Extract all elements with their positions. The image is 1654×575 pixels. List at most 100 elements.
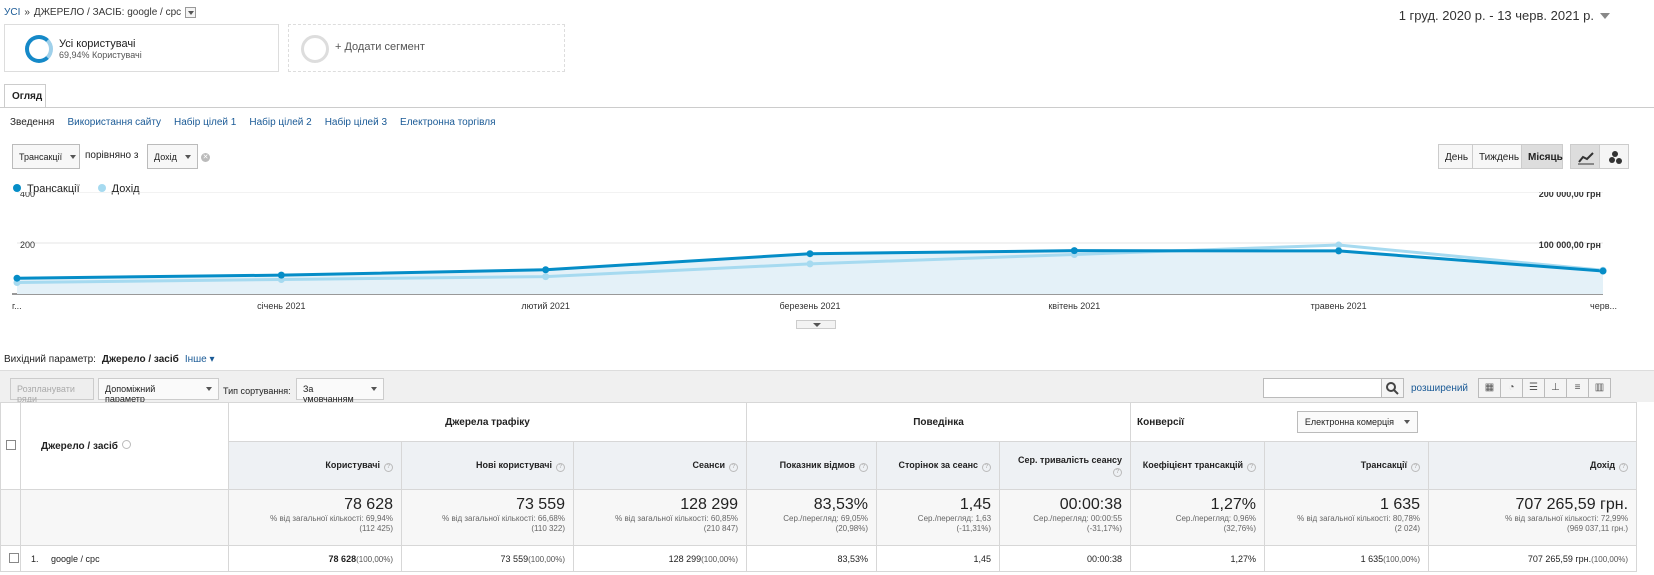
subnav-site-usage[interactable]: Використання сайту — [67, 117, 162, 128]
row-cell-value: 00:00:38 — [1086, 553, 1123, 564]
help-icon[interactable]: ? — [982, 462, 992, 472]
totals-value: 1,27% — [1210, 496, 1257, 513]
sort-type-select[interactable]: За умовчанням — [296, 378, 384, 404]
group-conversions-label: Конверсії — [1137, 417, 1185, 428]
search-button[interactable] — [1381, 378, 1404, 398]
totals-cell-transactions: 1 635% від загальної кількості: 80,78% (2… — [1264, 489, 1430, 546]
legend-dot-icon — [97, 184, 106, 192]
totals-subtext: (110 322) — [531, 524, 565, 533]
row-dimension-link[interactable]: google / cpc — [51, 553, 100, 564]
help-icon[interactable] — [121, 440, 131, 449]
totals-value: 00:00:38 — [1059, 496, 1123, 513]
totals-subtext: % від загальної кількості: 72,99% — [1505, 514, 1629, 523]
subnav-goal-set-1[interactable]: Набір цілей 1 — [174, 117, 237, 128]
column-header-pages-per-session[interactable]: Сторінок за сеанс? — [876, 441, 1001, 490]
totals-subtext: (20,98%) — [835, 524, 869, 533]
help-icon[interactable]: ? — [556, 462, 565, 472]
column-header-label: Нові користувачі — [475, 459, 552, 470]
metric-select-secondary[interactable]: Дохід — [147, 144, 198, 169]
select-all-checkbox[interactable] — [5, 439, 16, 450]
table-search-input[interactable] — [1263, 378, 1382, 398]
pivot-view-icon[interactable]: ▥ — [1588, 378, 1611, 398]
totals-subtext: Сер./перегляд: 0,96% — [1175, 514, 1257, 523]
row-checkbox[interactable] — [9, 552, 19, 563]
help-icon[interactable]: ? — [1411, 462, 1421, 472]
column-header-transactions[interactable]: Трансакції? — [1264, 441, 1430, 490]
column-header-label: Сеанси — [692, 459, 726, 470]
point-transactions — [277, 271, 285, 279]
compare-label: порівняно з — [85, 150, 139, 161]
comparison-view-icon[interactable]: ⊥ — [1544, 378, 1567, 398]
x-tick-label: лютий 2021 — [521, 301, 570, 311]
group-acquisition: Джерела трафіку — [227, 402, 748, 442]
row-cell-users: 78 628(100,00%) — [228, 545, 402, 572]
subnav-goal-set-3[interactable]: Набір цілей 3 — [324, 117, 388, 128]
period-month-button[interactable]: Місяць — [1521, 144, 1563, 169]
date-range-picker[interactable]: 1 груд. 2020 р. - 13 черв. 2021 р. — [1399, 8, 1610, 23]
chevron-down-icon — [1404, 420, 1411, 427]
column-header-bounce-rate[interactable]: Показник відмов? — [746, 441, 878, 490]
totals-cell-revenue: 707 265,59 грн.% від загальної кількості… — [1428, 489, 1638, 546]
totals-subtext: Сер./перегляд: 00:00:55 — [1033, 514, 1123, 523]
y-left-tick-label: 200 — [20, 240, 35, 250]
subnav-goal-set-2[interactable]: Набір цілей 2 — [249, 117, 312, 128]
chart-collapse-handle[interactable] — [796, 320, 836, 329]
line-chart-button[interactable] — [1570, 144, 1600, 169]
totals-subtext: (112 425) — [359, 524, 393, 533]
term-cloud-view-icon[interactable]: ≡ — [1566, 378, 1589, 398]
breadcrumb-dropdown-icon[interactable] — [185, 7, 197, 18]
add-segment-button[interactable]: + Додати сегмент — [288, 24, 565, 72]
column-header-sessions[interactable]: Сеанси? — [572, 441, 748, 490]
help-icon[interactable]: ? — [859, 462, 869, 472]
subnav-ecommerce[interactable]: Електронна торгівля — [400, 117, 496, 128]
help-icon[interactable]: ? — [384, 462, 393, 472]
period-day-button[interactable]: День — [1438, 144, 1473, 169]
help-icon[interactable]: ? — [1113, 467, 1123, 477]
conversion-type-select[interactable]: Електронна комерція — [1296, 411, 1419, 433]
help-icon[interactable]: ? — [729, 462, 739, 472]
chevron-down-icon — [1600, 12, 1610, 19]
totals-value: 707 265,59 грн. — [1515, 496, 1629, 513]
totals-cell-pages-per-session: 1,45 Сер./перегляд: 1,63 (-11,31%) — [876, 489, 1001, 546]
totals-cell-transaction-rate: 1,27% Сер./перегляд: 0,96% (32,76%) — [1130, 489, 1266, 546]
remove-metric-icon[interactable]: ✕ — [201, 153, 210, 162]
performance-view-icon[interactable]: ☰ — [1522, 378, 1545, 398]
primary-dimension-other[interactable]: Інше ▾ — [184, 354, 215, 365]
totals-cell-sessions: 128 299% від загальної кількості: 60,85%… — [572, 489, 748, 546]
column-header-avg-session-duration[interactable]: Сер. тривалість сеансу? — [999, 441, 1132, 490]
column-header-label: Коефіцієнт трансакцій — [1142, 459, 1244, 470]
column-header-label: Користувачі — [325, 459, 380, 470]
advanced-filter-link[interactable]: розширений — [1411, 383, 1469, 394]
dimension-header[interactable]: Джерело / засіб — [20, 402, 229, 490]
point-transactions — [542, 266, 550, 274]
column-header-revenue[interactable]: Дохід? — [1428, 441, 1638, 490]
subnav-summary[interactable]: Зведення — [10, 117, 55, 128]
chevron-down-icon — [184, 155, 191, 168]
period-week-button[interactable]: Тиждень — [1472, 144, 1522, 169]
row-cell-percent: (100,00%) — [701, 554, 739, 564]
column-header-users[interactable]: Користувачі? — [228, 441, 402, 490]
primary-dimension-current[interactable]: Джерело / засіб — [101, 354, 179, 365]
row-cell-percent: (100,00%) — [1591, 554, 1629, 564]
totals-subtext: (32,76%) — [1223, 524, 1257, 533]
data-table-view-icon[interactable]: ▦ — [1478, 378, 1501, 398]
row-cell-transaction-rate: 1,27% — [1130, 545, 1266, 572]
plot-rows-button[interactable]: Розпланувати ряди — [10, 378, 94, 404]
motion-chart-button[interactable] — [1599, 144, 1629, 169]
secondary-dimension-select[interactable]: Допоміжний параметр — [98, 378, 219, 404]
table-toolbar: Розпланувати ряди Допоміжний параметр Ти… — [0, 370, 1654, 404]
metric-select-primary[interactable]: Трансакції — [12, 144, 80, 169]
report-subnav: Зведення Використання сайту Набір цілей … — [10, 117, 495, 128]
pie-view-icon[interactable]: ◔ — [1500, 378, 1523, 398]
help-icon[interactable]: ? — [1619, 462, 1629, 472]
row-cell-avg-session-duration: 00:00:38 — [999, 545, 1132, 572]
row-cell-value: 1,27% — [1230, 553, 1257, 564]
column-header-transaction-rate[interactable]: Коефіцієнт трансакцій? — [1130, 441, 1266, 490]
totals-cell-avg-session-duration: 00:00:38 Сер./перегляд: 00:00:55 (-31,17%) — [999, 489, 1132, 546]
tab-overview[interactable]: Огляд — [4, 84, 46, 107]
column-header-new-users[interactable]: Нові користувачі? — [401, 441, 574, 490]
help-icon[interactable]: ? — [1247, 462, 1257, 472]
breadcrumb-root-link[interactable]: УСІ — [4, 7, 21, 18]
totals-value: 1 635 — [1379, 496, 1421, 513]
segment-all-users[interactable]: Усі користувачі 69,94% Користувачі — [4, 24, 279, 72]
